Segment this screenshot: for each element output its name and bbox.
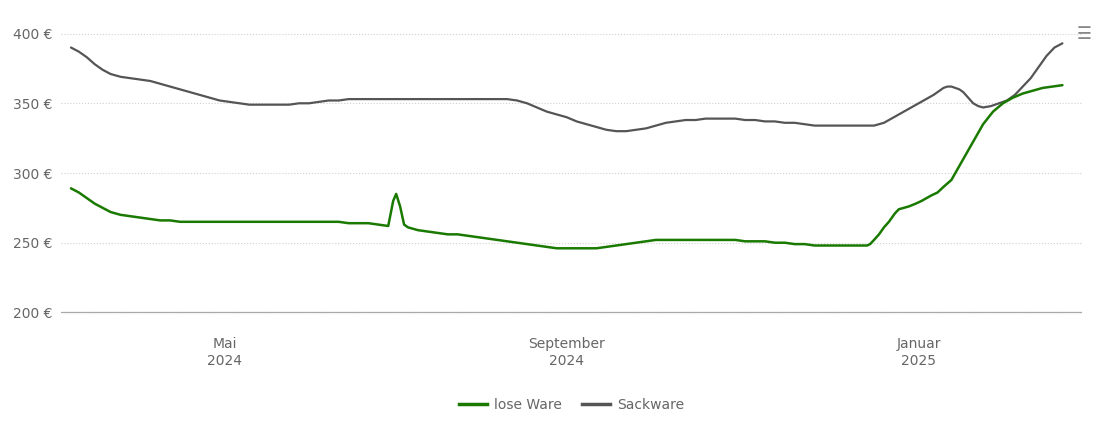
- Legend: lose Ware, Sackware: lose Ware, Sackware: [454, 392, 689, 417]
- Text: ☰: ☰: [1077, 25, 1091, 43]
